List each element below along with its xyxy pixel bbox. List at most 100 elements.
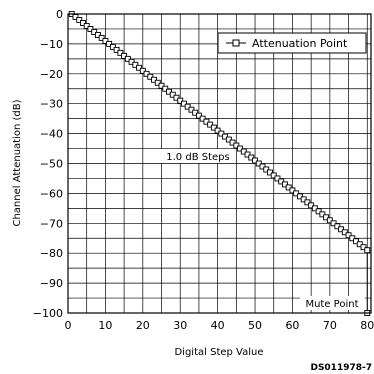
data-point bbox=[315, 208, 322, 215]
x-tick-label: 80 bbox=[360, 319, 374, 332]
data-point bbox=[341, 229, 348, 236]
y-tick-label: 0 bbox=[56, 8, 63, 21]
data-point bbox=[263, 166, 270, 173]
x-axis-label: Digital Step Value bbox=[174, 347, 263, 358]
data-point bbox=[278, 178, 285, 185]
data-point bbox=[188, 106, 195, 113]
legend: Attenuation Point bbox=[217, 32, 367, 54]
data-point bbox=[308, 202, 315, 209]
data-point bbox=[326, 217, 333, 224]
mute-annotation: Mute Point bbox=[305, 299, 358, 310]
y-tick-label: −80 bbox=[40, 247, 63, 260]
plot-frame bbox=[67, 13, 372, 314]
x-tick-label: 20 bbox=[136, 319, 150, 332]
data-point bbox=[184, 103, 191, 110]
y-tick-label: −20 bbox=[40, 68, 63, 81]
steps-annotation-bg bbox=[161, 149, 235, 163]
data-point bbox=[259, 163, 266, 170]
data-point bbox=[87, 26, 94, 32]
y-tick-label: −90 bbox=[40, 277, 63, 290]
data-point bbox=[173, 94, 180, 101]
data-point bbox=[285, 184, 292, 191]
data-point bbox=[267, 169, 273, 176]
y-tick-label: −100 bbox=[33, 307, 63, 320]
document-id: DS011978-7 bbox=[310, 363, 372, 373]
data-point bbox=[132, 61, 139, 68]
data-point bbox=[207, 121, 214, 128]
data-point bbox=[349, 235, 356, 242]
data-point bbox=[229, 139, 236, 146]
data-point bbox=[274, 175, 281, 182]
y-tick-label: −70 bbox=[40, 217, 63, 230]
data-point bbox=[244, 151, 251, 158]
data-point bbox=[121, 52, 128, 59]
data-point bbox=[222, 133, 229, 140]
data-point bbox=[181, 100, 187, 107]
y-axis-label: Channel Attenuation (dB) bbox=[12, 99, 23, 226]
data-point bbox=[195, 112, 202, 119]
data-point bbox=[353, 238, 359, 245]
x-tick-label: 0 bbox=[65, 319, 72, 332]
data-point bbox=[289, 187, 296, 194]
data-point bbox=[143, 70, 150, 77]
data-point bbox=[203, 118, 210, 125]
data-point bbox=[94, 31, 101, 38]
data-point bbox=[334, 223, 341, 230]
data-point bbox=[319, 211, 326, 218]
steps-annotation: 1.0 dB Steps bbox=[166, 152, 229, 163]
data-point bbox=[154, 79, 161, 86]
data-point bbox=[128, 58, 135, 65]
grid bbox=[68, 14, 371, 313]
data-point bbox=[300, 196, 307, 203]
data-point bbox=[233, 142, 240, 149]
data-point bbox=[169, 91, 176, 98]
x-tick-label: 70 bbox=[323, 319, 337, 332]
data-point bbox=[117, 49, 124, 56]
data-point bbox=[177, 97, 184, 104]
series-attenuation-point bbox=[68, 11, 371, 316]
y-tick-label: −10 bbox=[40, 38, 63, 51]
y-tick-label: −60 bbox=[40, 187, 63, 200]
data-point bbox=[248, 154, 255, 161]
data-point bbox=[330, 220, 337, 227]
x-tick-label: 50 bbox=[248, 319, 262, 332]
data-point bbox=[214, 127, 221, 134]
data-point bbox=[166, 88, 172, 95]
legend-label: Attenuation Point bbox=[252, 37, 348, 50]
x-tick-label: 10 bbox=[98, 319, 112, 332]
data-point bbox=[106, 40, 113, 47]
data-point bbox=[162, 85, 169, 92]
data-point bbox=[83, 23, 90, 29]
data-point bbox=[338, 226, 345, 233]
data-point bbox=[304, 199, 311, 206]
data-point bbox=[102, 37, 109, 44]
data-point bbox=[293, 190, 300, 197]
data-point bbox=[252, 157, 258, 164]
data-point bbox=[199, 115, 206, 122]
legend-marker bbox=[232, 39, 240, 47]
data-point bbox=[98, 34, 105, 41]
data-point bbox=[356, 241, 363, 248]
data-point bbox=[136, 64, 143, 71]
x-tick-label: 30 bbox=[173, 319, 187, 332]
data-point bbox=[151, 76, 157, 83]
data-point bbox=[323, 214, 330, 221]
data-point bbox=[237, 145, 244, 152]
data-point bbox=[225, 136, 232, 143]
y-tick-label: −30 bbox=[40, 98, 63, 111]
data-point bbox=[210, 124, 217, 131]
data-point bbox=[218, 130, 225, 137]
data-point bbox=[124, 55, 131, 62]
data-point bbox=[76, 17, 83, 23]
data-point bbox=[147, 73, 154, 80]
data-point bbox=[345, 232, 352, 239]
data-point bbox=[192, 109, 199, 116]
data-point bbox=[270, 172, 277, 179]
data-point bbox=[113, 46, 120, 53]
y-tick-label: −40 bbox=[40, 128, 63, 141]
data-point bbox=[255, 160, 262, 167]
legend-box bbox=[217, 32, 367, 54]
data-point bbox=[360, 244, 367, 251]
data-point bbox=[364, 247, 371, 254]
